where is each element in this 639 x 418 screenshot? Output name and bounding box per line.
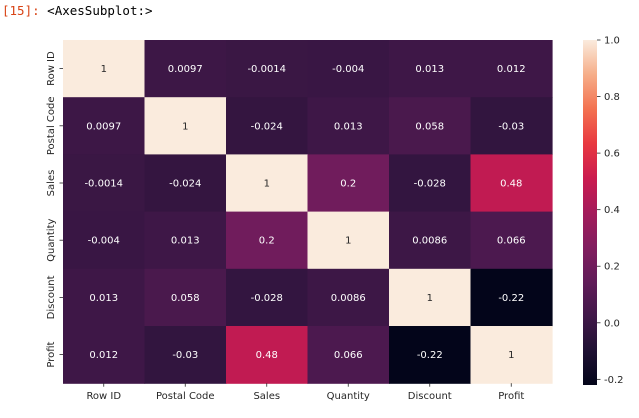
heatmap-cell	[307, 268, 390, 327]
cell-value-label: -0.004	[88, 236, 120, 247]
y-tick-label: Row ID	[46, 51, 57, 86]
colorbar-tick-label: 0.0	[604, 318, 620, 329]
heatmap-cell	[389, 40, 472, 98]
heatmap-cell	[307, 326, 390, 384]
y-tick-label: Postal Code	[46, 96, 57, 155]
cell-value-label: -0.024	[251, 121, 283, 132]
cell-value-label: 0.066	[497, 236, 526, 247]
cell-value-label: 1	[101, 64, 107, 75]
heatmap-cell	[144, 326, 227, 384]
heatmap-cell	[144, 154, 227, 213]
x-tick-label: Postal Code	[156, 391, 215, 402]
cell-value-label: 1	[264, 179, 270, 190]
cell-value-label: 0.2	[259, 236, 275, 247]
heatmap-cell	[389, 268, 472, 327]
x-tick-label: Discount	[408, 391, 452, 402]
heatmap-cell	[470, 326, 553, 384]
y-tick-label: Discount	[46, 275, 57, 319]
cell-value-label: 0.058	[171, 293, 200, 304]
cell-value-label: -0.0014	[84, 179, 123, 190]
cell-value-label: -0.028	[414, 179, 446, 190]
cell-value-label: 1	[427, 293, 433, 304]
heatmap-cell	[389, 97, 472, 155]
heatmap-cell	[144, 97, 227, 155]
cell-value-label: 1	[345, 236, 351, 247]
colorbar-tick-label: 0.8	[604, 92, 620, 103]
cell-value-label: 0.013	[171, 236, 200, 247]
heatmap-cell	[144, 40, 227, 98]
cell-value-label: 0.0086	[412, 236, 447, 247]
cell-value-label: 0.48	[256, 350, 278, 361]
colorbar-tick-label: 0.6	[604, 149, 620, 160]
heatmap-cell	[63, 268, 146, 327]
cell-value-label: -0.024	[169, 179, 201, 190]
colorbar-tick-label: 0.4	[604, 205, 620, 216]
cell-prompt-number: [15]:	[2, 3, 40, 18]
cell-output-text: <AxesSubplot:>	[47, 3, 153, 18]
heatmap-cell	[226, 326, 309, 384]
cell-value-label: 0.013	[334, 121, 363, 132]
cell-value-label: 0.058	[415, 121, 444, 132]
colorbar-tick-label: -0.2	[604, 375, 624, 386]
heatmap-cell	[226, 97, 309, 155]
heatmap-cell	[470, 268, 553, 327]
heatmap-cell	[307, 154, 390, 213]
cell-value-label: 0.2	[340, 179, 356, 190]
colorbar	[583, 40, 597, 385]
heatmap-cell	[63, 97, 146, 155]
heatmap-cell	[226, 154, 309, 213]
y-tick-label: Profit	[46, 341, 57, 367]
heatmap-cell	[470, 97, 553, 155]
cell-value-label: 0.0086	[331, 293, 366, 304]
heatmap-cell	[144, 268, 227, 327]
cell-value-label: -0.22	[498, 293, 524, 304]
x-tick-label: Sales	[253, 391, 280, 402]
cell-value-label: -0.004	[332, 64, 364, 75]
cell-value-label: 0.0097	[86, 121, 121, 132]
cell-value-label: 0.012	[89, 350, 118, 361]
output-prompt: [15]: <AxesSubplot:>	[2, 3, 153, 18]
heatmap-cell	[470, 154, 553, 213]
heatmap-cell	[63, 40, 146, 98]
cell-value-label: 1	[182, 121, 188, 132]
x-tick-label: Row ID	[86, 391, 121, 402]
cell-value-label: -0.22	[417, 350, 443, 361]
cell-value-label: 0.013	[415, 64, 444, 75]
heatmap-cell	[63, 211, 146, 270]
cell-value-label: -0.028	[251, 293, 283, 304]
cell-value-label: 1	[508, 350, 514, 361]
heatmap-cell	[307, 211, 390, 270]
heatmap-cell	[307, 97, 390, 155]
heatmap-cell	[307, 40, 390, 98]
heatmap-cell	[470, 211, 553, 270]
heatmap-cell	[389, 326, 472, 384]
heatmap-cell	[470, 40, 553, 98]
heatmap-cell	[226, 268, 309, 327]
x-tick-label: Quantity	[327, 391, 370, 402]
y-tick-label: Sales	[46, 170, 57, 197]
cell-value-label: 0.066	[334, 350, 363, 361]
colorbar-tick-label: 1.0	[604, 36, 620, 47]
colorbar-tick-label: 0.2	[604, 262, 620, 273]
heatmap-cell	[389, 154, 472, 213]
heatmap-cell	[63, 326, 146, 384]
cell-value-label: 0.013	[89, 293, 118, 304]
cell-value-label: 0.012	[497, 64, 526, 75]
heatmap-cell	[226, 40, 309, 98]
heatmap-cell	[144, 211, 227, 270]
cell-value-label: 0.0097	[168, 64, 203, 75]
cell-value-label: 0.48	[500, 179, 522, 190]
cell-value-label: -0.03	[498, 121, 524, 132]
x-tick-label: Profit	[498, 391, 524, 402]
heatmap-cell	[226, 211, 309, 270]
cell-value-label: -0.0014	[247, 64, 286, 75]
heatmap-cell	[389, 211, 472, 270]
heatmap-cell	[63, 154, 146, 213]
cell-value-label: -0.03	[172, 350, 198, 361]
y-tick-label: Quantity	[46, 219, 57, 262]
